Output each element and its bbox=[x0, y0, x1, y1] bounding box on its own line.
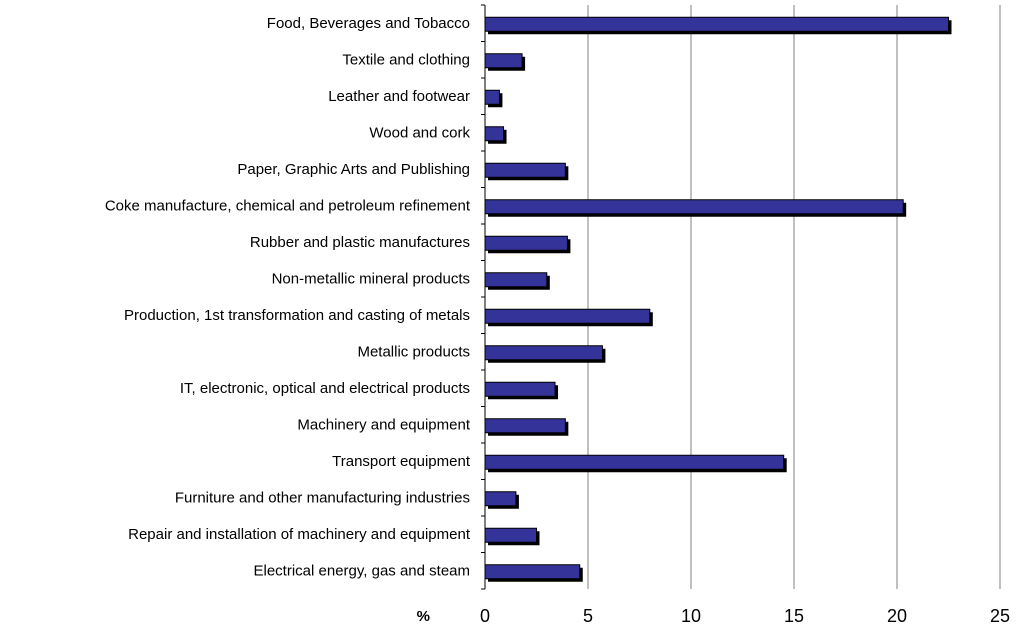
bar bbox=[484, 454, 785, 470]
bar bbox=[484, 89, 500, 105]
x-tick-label: 0 bbox=[480, 606, 490, 626]
bar bbox=[484, 235, 568, 251]
y-tick-label: Electrical energy, gas and steam bbox=[254, 563, 471, 580]
y-tick-label: Non-metallic mineral products bbox=[272, 271, 470, 288]
y-tick-label: Paper, Graphic Arts and Publishing bbox=[237, 161, 470, 178]
bar bbox=[484, 418, 566, 434]
bar bbox=[484, 564, 581, 580]
y-tick-label: Transport equipment bbox=[332, 453, 471, 470]
y-tick-label: Machinery and equipment bbox=[297, 417, 470, 434]
bar bbox=[484, 345, 603, 361]
bar bbox=[484, 527, 537, 543]
x-tick-label: 5 bbox=[583, 606, 593, 626]
y-tick-label: Rubber and plastic manufactures bbox=[250, 234, 470, 251]
x-axis-label: % bbox=[417, 608, 430, 625]
x-tick-label: 25 bbox=[990, 606, 1010, 626]
bar bbox=[484, 491, 517, 507]
y-tick-label: Wood and cork bbox=[369, 125, 470, 142]
x-tick-label: 10 bbox=[681, 606, 701, 626]
bar bbox=[484, 272, 548, 288]
x-tick-label: 15 bbox=[784, 606, 804, 626]
y-tick-label: IT, electronic, optical and electrical p… bbox=[180, 380, 470, 397]
bar bbox=[484, 199, 904, 215]
y-tick-label: Leather and footwear bbox=[328, 88, 470, 105]
bar bbox=[484, 126, 505, 142]
bar bbox=[484, 308, 651, 324]
bar bbox=[484, 53, 523, 69]
y-tick-label: Food, Beverages and Tobacco bbox=[267, 15, 470, 32]
x-tick-label: 20 bbox=[887, 606, 907, 626]
bar bbox=[484, 16, 949, 32]
bar bbox=[484, 162, 566, 178]
y-tick-label: Production, 1st transformation and casti… bbox=[124, 307, 470, 324]
y-tick-label: Metallic products bbox=[357, 344, 470, 361]
y-tick-label: Textile and clothing bbox=[342, 52, 470, 69]
y-tick-label: Coke manufacture, chemical and petroleum… bbox=[105, 198, 471, 215]
bar bbox=[484, 381, 556, 397]
y-tick-label: Repair and installation of machinery and… bbox=[128, 526, 471, 543]
y-tick-label: Furniture and other manufacturing indust… bbox=[175, 490, 470, 507]
